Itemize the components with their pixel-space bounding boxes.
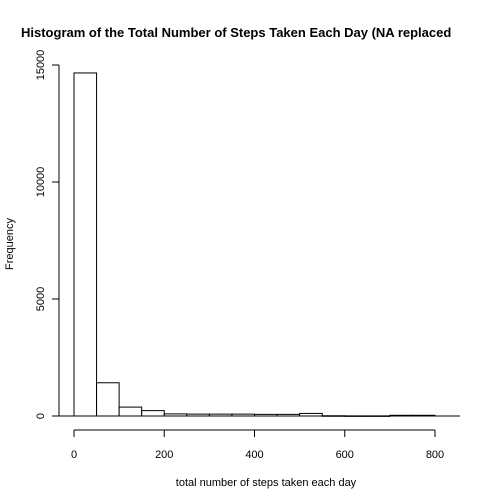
x-tick-label: 400 [245, 449, 263, 461]
chart-title: Histogram of the Total Number of Steps T… [21, 25, 451, 40]
x-tick-label: 800 [426, 449, 444, 461]
x-tick-label: 0 [71, 449, 77, 461]
y-tick-label: 5000 [35, 287, 47, 311]
bars-group [73, 72, 436, 417]
y-tick-label: 15000 [35, 50, 47, 81]
x-tick-label: 600 [336, 449, 354, 461]
y-axis: 0 5000 10000 15000 [35, 50, 60, 419]
histogram-bar-1 [96, 382, 120, 417]
y-tick-label: 10000 [35, 167, 47, 198]
x-tick-label: 200 [155, 449, 173, 461]
histogram-bar-3 [141, 410, 165, 417]
histogram-bar-2 [118, 406, 143, 417]
x-axis-label: total number of steps taken each day [176, 477, 357, 489]
y-tick-label: 0 [35, 413, 47, 419]
y-axis-label: Frequency [4, 218, 16, 270]
histogram-bar-0 [73, 72, 98, 417]
x-axis: 0 200 400 600 800 [71, 429, 444, 461]
